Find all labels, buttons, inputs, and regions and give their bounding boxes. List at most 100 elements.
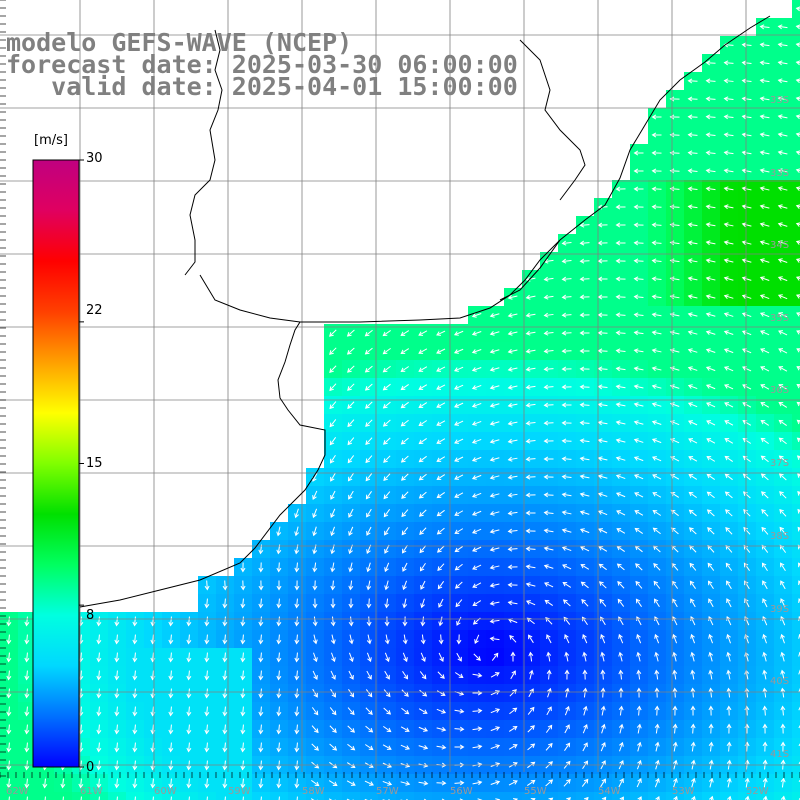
wind-arrow-head — [329, 332, 334, 337]
wind-arrow — [544, 386, 554, 388]
wind-arrow — [724, 384, 734, 390]
wind-arrow — [365, 437, 373, 445]
wind-cell — [792, 234, 800, 252]
wind-arrow — [778, 402, 788, 408]
wind-arrow-head — [453, 331, 459, 336]
wind-arrow-head — [544, 599, 550, 605]
wind-arrow — [778, 97, 788, 101]
wind-arrow-head — [708, 633, 713, 639]
wind-arrow-head — [400, 403, 406, 409]
wind-arrow-head — [222, 639, 228, 645]
wind-arrow-head — [597, 294, 603, 300]
wind-arrow-head — [798, 687, 800, 693]
wind-arrow-head — [723, 222, 729, 228]
wind-cell — [792, 666, 800, 684]
wind-arrow-head — [331, 675, 336, 680]
wind-arrow-head — [543, 492, 549, 498]
wind-arrow-head — [525, 312, 531, 318]
wind-arrow-head — [672, 723, 678, 729]
wind-cell — [792, 108, 800, 126]
wind-arrow — [242, 724, 244, 734]
wind-arrow-head — [258, 585, 264, 591]
wind-arrow-head — [687, 276, 693, 282]
wind-arrow-head — [459, 726, 465, 732]
wind-arrow — [762, 598, 768, 608]
wind-arrow-head — [258, 567, 264, 573]
wind-arrow-head — [688, 509, 694, 515]
wind-arrow-head — [367, 692, 373, 698]
wind-arrow-head — [530, 725, 535, 730]
wind-arrow-head — [673, 795, 678, 800]
wind-arrow-head — [687, 96, 693, 102]
wind-arrow — [674, 688, 676, 698]
wind-arrow-head — [707, 580, 713, 586]
wind-arrow — [580, 457, 590, 461]
wind-arrow — [690, 616, 696, 626]
bottom-tick-label: 62W — [6, 786, 29, 797]
wind-arrow-head — [368, 727, 374, 733]
wind-arrow-head — [471, 349, 477, 354]
wind-arrow-head — [651, 402, 657, 407]
wind-arrow-head — [669, 420, 675, 425]
wind-arrow — [562, 296, 572, 298]
wind-arrow-head — [615, 330, 621, 336]
wind-arrow-head — [561, 456, 567, 462]
wind-arrow — [419, 491, 427, 499]
wind-arrow — [637, 652, 641, 662]
wind-arrow-head — [168, 765, 174, 771]
wind-arrow — [724, 241, 734, 245]
wind-arrow — [419, 689, 427, 697]
wind-arrow-head — [724, 473, 730, 479]
wind-arrow-head — [741, 312, 747, 317]
wind-arrow-head — [348, 512, 353, 518]
wind-arrow-head — [654, 598, 659, 604]
wind-arrow — [708, 598, 714, 608]
wind-arrow-head — [778, 348, 784, 353]
wind-arrow-head — [186, 765, 192, 771]
wind-arrow — [421, 634, 425, 644]
wind-arrow-head — [186, 711, 192, 717]
wind-arrow-head — [780, 651, 786, 657]
wind-arrow-head — [276, 765, 282, 771]
wind-arrow-head — [615, 348, 621, 354]
wind-arrow-head — [330, 476, 335, 482]
wind-arrow-head — [705, 348, 711, 353]
wind-arrow — [508, 493, 518, 497]
wind-arrow-head — [651, 294, 657, 300]
wind-cell — [792, 342, 800, 360]
wind-arrow-head — [616, 510, 622, 515]
wind-arrow — [706, 331, 716, 335]
wind-arrow-head — [561, 402, 567, 408]
wind-arrow-head — [706, 402, 711, 407]
wind-arrow — [526, 313, 536, 317]
wind-arrow — [619, 742, 623, 752]
wind-arrow-head — [615, 384, 621, 390]
wind-arrow-head — [723, 96, 729, 102]
wind-arrow — [638, 706, 640, 716]
wind-arrow-head — [615, 420, 621, 426]
wind-arrow-head — [759, 312, 765, 317]
wind-arrow-head — [471, 475, 477, 480]
wind-arrow-head — [331, 710, 337, 716]
wind-arrow-head — [633, 330, 639, 336]
wind-arrow — [383, 509, 391, 517]
wind-arrow-head — [759, 114, 765, 120]
wind-arrow-head — [529, 706, 535, 712]
wind-arrow — [760, 384, 770, 390]
wind-arrow-head — [635, 563, 640, 568]
wind-arrow — [98, 688, 100, 698]
wind-arrow — [440, 634, 442, 644]
wind-arrow — [634, 510, 644, 516]
wind-arrow-head — [132, 711, 138, 717]
wind-arrow — [620, 670, 622, 680]
wind-arrow-head — [706, 509, 712, 515]
wind-arrow-head — [601, 778, 606, 784]
wind-arrow-head — [708, 759, 714, 765]
wind-arrow-head — [240, 675, 246, 681]
wind-arrow-head — [687, 132, 693, 138]
wind-arrow — [98, 634, 100, 644]
wind-arrow — [652, 510, 662, 516]
wind-arrow-head — [651, 420, 657, 425]
wind-arrow — [709, 742, 713, 752]
wind-arrow-head — [525, 348, 531, 354]
